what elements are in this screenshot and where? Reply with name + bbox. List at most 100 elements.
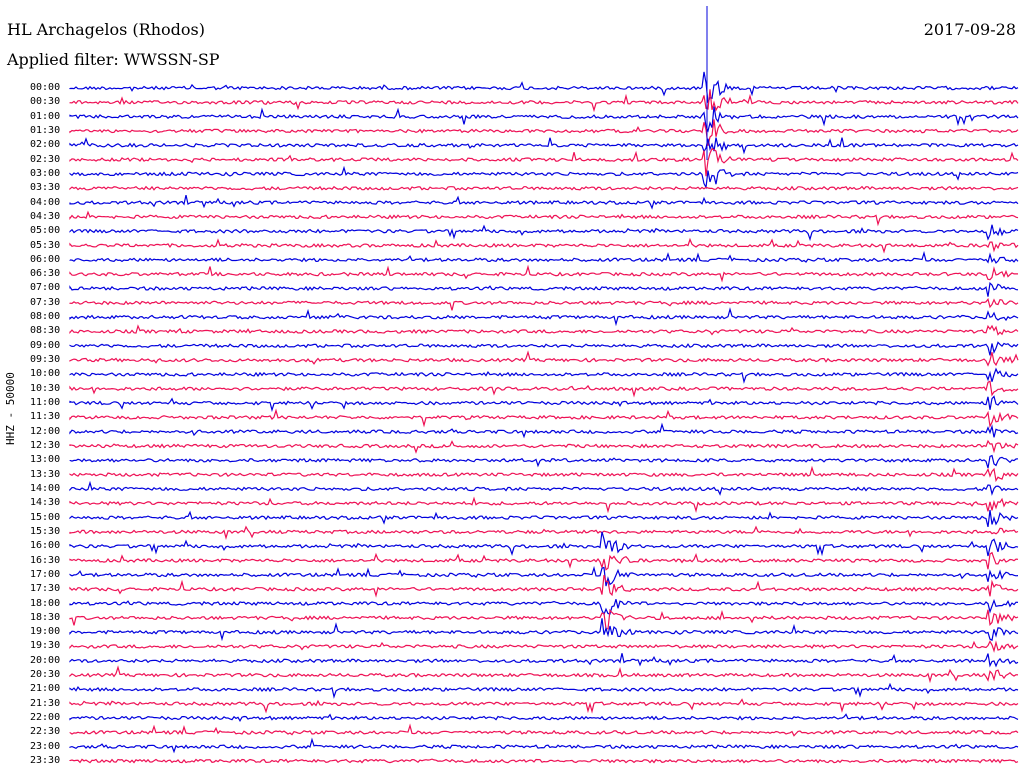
time-label: 14:30 (30, 497, 61, 509)
time-label: 00:00 (30, 82, 61, 93)
time-label: 23:30 (30, 755, 61, 767)
time-label: 08:00 (30, 311, 61, 323)
time-label: 12:30 (30, 440, 61, 451)
time-label: 14:00 (30, 482, 61, 494)
trace-line (69, 119, 1019, 146)
trace-line (69, 608, 1019, 630)
time-label: 05:00 (30, 225, 61, 237)
trace-line (69, 713, 1019, 723)
trace-line (69, 395, 1019, 413)
time-label: 03:00 (30, 167, 61, 179)
time-axis: 00:00 00:30 01:00 01:30 02:00 02:30 03:00 03:30… (0, 0, 68, 780)
date-label: 2017-09-28 (923, 20, 1016, 39)
time-label: 06:30 (30, 268, 61, 280)
trace-line (69, 71, 1019, 103)
trace-line (69, 682, 1019, 699)
trace-line (69, 224, 1019, 242)
trace-line (69, 640, 1019, 653)
time-label: 15:30 (30, 525, 61, 537)
trace-line (69, 194, 1019, 210)
time-label: 01:30 (30, 124, 61, 136)
trace-line (69, 737, 1019, 754)
time-label: 17:00 (30, 568, 61, 580)
trace-line (69, 509, 1019, 528)
time-label: 20:00 (30, 654, 61, 666)
time-label: 13:00 (30, 454, 61, 466)
trace-line (69, 574, 1019, 598)
time-label: 16:00 (30, 540, 61, 552)
station-title: HL Archagelos (Rhodos) (7, 20, 205, 39)
trace-line (69, 380, 1019, 398)
time-label: 10:00 (30, 368, 61, 380)
trace-line (69, 525, 1019, 540)
time-label: 01:00 (30, 110, 61, 122)
time-label: 19:30 (30, 640, 61, 652)
trace-line (69, 758, 1019, 764)
time-label: 11:00 (30, 397, 61, 409)
trace-line (69, 565, 1019, 587)
trace-line (69, 210, 1019, 227)
time-label: 20:30 (30, 669, 61, 681)
time-label: 02:00 (30, 139, 61, 151)
time-label: 18:30 (30, 611, 61, 623)
trace-line (69, 237, 1019, 254)
trace-line (69, 465, 1019, 483)
time-label: 05:30 (30, 239, 61, 251)
time-label: 21:30 (30, 697, 61, 709)
trace-line (69, 147, 1019, 177)
trace-line (69, 367, 1019, 384)
trace-line (69, 137, 1019, 155)
trace-line (69, 665, 1019, 684)
trace-line (69, 282, 1019, 297)
time-label: 06:00 (30, 253, 61, 265)
trace-line (69, 89, 1019, 113)
trace-line (69, 185, 1019, 191)
trace-line (69, 297, 1019, 311)
time-label: 03:30 (30, 182, 61, 194)
trace-line (69, 165, 1019, 190)
trace-line (69, 698, 1019, 714)
trace-line (69, 341, 1019, 356)
time-label: 22:30 (30, 726, 61, 738)
time-label: 07:30 (30, 296, 61, 308)
filter-label: Applied filter: WWSSN-SP (7, 50, 220, 69)
trace-line (69, 250, 1019, 264)
time-label: 17:30 (30, 583, 61, 595)
trace-line (69, 324, 1019, 336)
trace-line (69, 422, 1019, 439)
trace-line (69, 307, 1019, 327)
trace-line (69, 531, 1019, 557)
trace-line (69, 598, 1019, 616)
time-label: 10:30 (30, 382, 61, 394)
time-label: 09:00 (30, 339, 61, 351)
time-label: 16:30 (30, 554, 61, 566)
trace-line (69, 723, 1019, 737)
trace-line (69, 454, 1019, 469)
trace-line (69, 618, 1019, 642)
trace-line (69, 653, 1019, 668)
trace-line (69, 496, 1019, 514)
time-label: 00:30 (30, 96, 61, 108)
trace-line (69, 106, 1019, 133)
trace-line (69, 439, 1019, 454)
time-label: 21:00 (30, 683, 61, 695)
time-label: 23:00 (30, 740, 61, 752)
time-label: 22:00 (30, 712, 61, 724)
time-label: 11:30 (30, 411, 61, 423)
time-label: 09:30 (30, 354, 61, 366)
time-label: 07:00 (30, 282, 61, 294)
time-label: 08:30 (30, 325, 61, 337)
trace-line (69, 551, 1019, 571)
time-label: 04:00 (30, 196, 61, 208)
time-label: 15:00 (30, 511, 61, 523)
trace-line (69, 408, 1019, 429)
time-label: 12:00 (30, 425, 61, 437)
time-label: 02:30 (30, 153, 61, 165)
trace-line (69, 480, 1019, 496)
time-label: 18:00 (30, 597, 61, 609)
trace-line (69, 264, 1018, 283)
time-label: 04:30 (30, 210, 61, 222)
time-label: 13:30 (30, 468, 61, 480)
time-label: 19:00 (30, 626, 61, 638)
